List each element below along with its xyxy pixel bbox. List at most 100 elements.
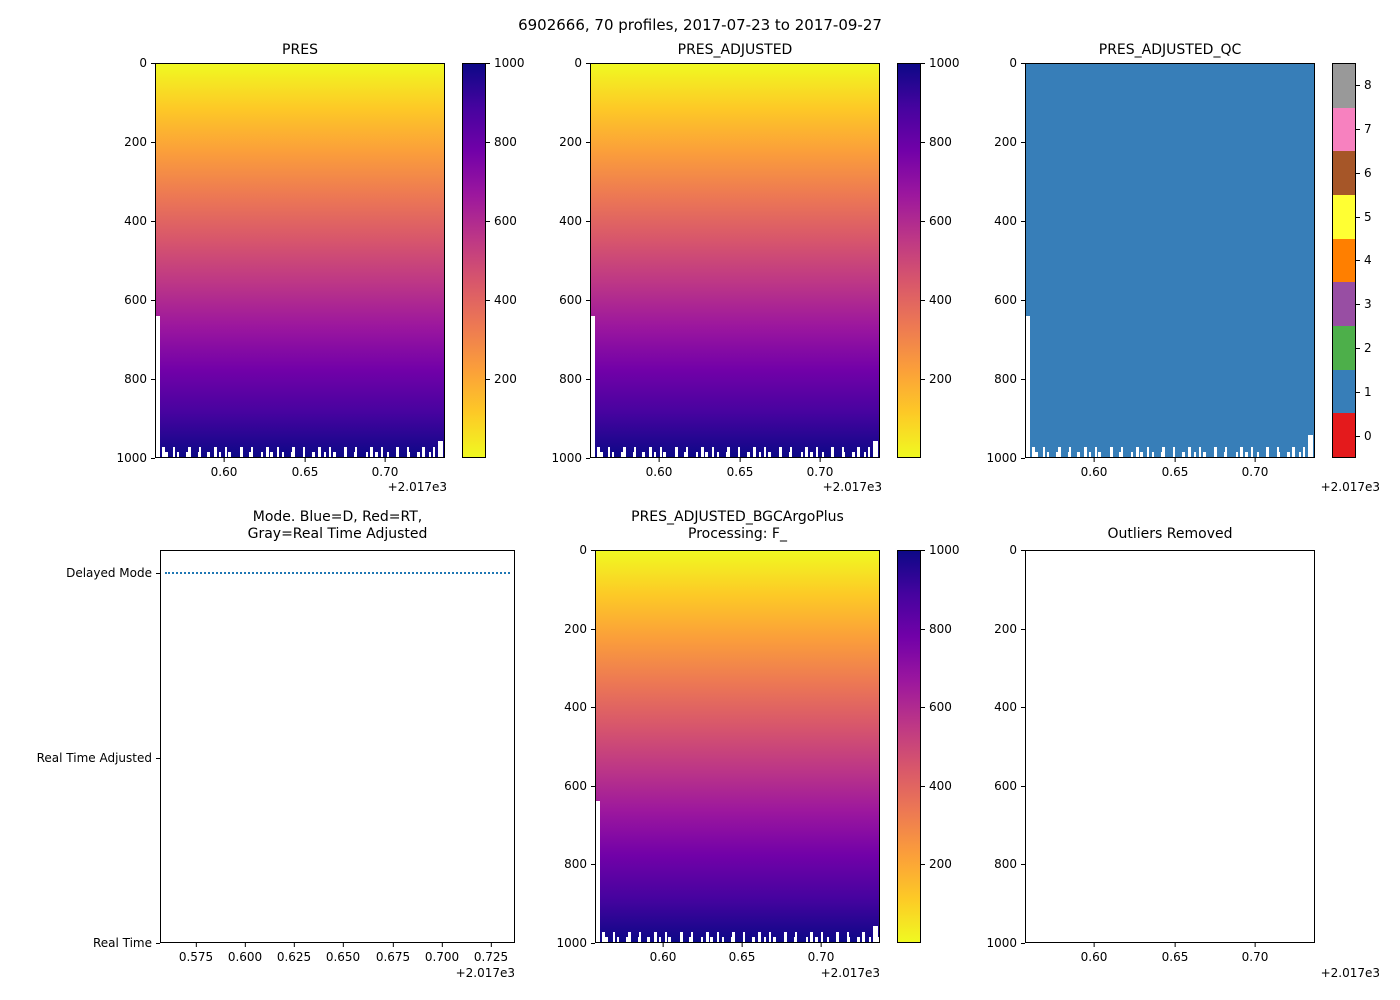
y-tick-label: 800	[95, 372, 155, 386]
no-data-notch-right	[873, 926, 878, 942]
no-data-gap-left	[596, 801, 600, 942]
qc-colorbar-segment	[1333, 107, 1355, 152]
colorbar-tick-label: 1000	[921, 56, 960, 70]
y-tick-label: 0	[530, 56, 590, 70]
x-tick-label: 0.675	[376, 943, 410, 964]
colorbar-tick-label: 600	[921, 214, 952, 228]
y-tick-label: 800	[965, 372, 1025, 386]
ragged-bottom-b	[1026, 452, 1314, 457]
y-tick-label: 200	[530, 135, 590, 149]
y-tick-label: 200	[535, 622, 595, 636]
colorbar-tick-label: 2	[1356, 341, 1372, 355]
no-data-notch-right	[873, 441, 878, 457]
x-tick-label: 0.60	[646, 458, 672, 479]
x-tick-label: 0.65	[727, 458, 753, 479]
figure-suptitle: 6902666, 70 profiles, 2017-07-23 to 2017…	[518, 16, 882, 34]
y-tick-label: 400	[530, 214, 590, 228]
y-tick-label: 1000	[965, 451, 1025, 465]
x-tick-label: 0.60	[650, 943, 676, 964]
plasma-heatmap	[591, 64, 879, 457]
y-tick-label: 0	[965, 543, 1025, 557]
qc-axes	[1025, 63, 1315, 458]
colorbar-tick-label: 600	[486, 214, 517, 228]
x-tick-label: 0.600	[228, 943, 262, 964]
y-tick-label: 400	[95, 214, 155, 228]
y-tick-label: 600	[965, 779, 1025, 793]
y-tick-label: Real Time Adjusted	[20, 751, 160, 765]
y-tick-label: 600	[530, 293, 590, 307]
pres-axes	[155, 63, 445, 458]
y-tick-label: 1000	[535, 936, 595, 950]
qc-title: PRES_ADJUSTED_QC	[1098, 42, 1242, 58]
qc-heatmap	[1026, 64, 1314, 457]
x-tick-label: 0.65	[1162, 458, 1188, 479]
x-tick-label: 0.65	[729, 943, 755, 964]
qc-colorbar-segment	[1333, 151, 1355, 196]
plasma-colorbar	[462, 63, 486, 458]
y-tick-label: 800	[965, 857, 1025, 871]
x-axis-offset: +2.017e3	[1320, 480, 1380, 494]
colorbar-tick-label: 8	[1356, 78, 1372, 92]
y-tick-label: 0	[965, 56, 1025, 70]
bgc-axes	[595, 550, 880, 943]
y-tick-label: 400	[965, 700, 1025, 714]
colorbar-tick-label: 200	[921, 372, 952, 386]
colorbar-tick-label: 800	[486, 135, 517, 149]
plasma-heatmap	[156, 64, 444, 457]
colorbar-tick-label: 600	[921, 700, 952, 714]
colorbar-tick-label: 1	[1356, 385, 1372, 399]
y-tick-label: 1000	[530, 451, 590, 465]
colorbar-tick-label: 200	[486, 372, 517, 386]
qc-colorbar-segment	[1333, 413, 1355, 458]
mode-line	[165, 572, 510, 574]
y-tick-label: 400	[535, 700, 595, 714]
y-tick-label: 600	[535, 779, 595, 793]
bgc-title-line1: PRES_ADJUSTED_BGCArgoPlus	[631, 509, 844, 525]
no-data-notch-right	[1308, 435, 1313, 457]
colorbar-tick-label: 200	[921, 857, 952, 871]
x-axis-offset: +2.017e3	[455, 966, 515, 980]
outliers-axes	[1025, 550, 1315, 943]
bgc-title-line2: Processing: F_	[688, 526, 787, 542]
mode-axes	[160, 550, 515, 943]
y-tick-label: 200	[95, 135, 155, 149]
no-data-notch-right	[438, 441, 443, 457]
x-axis-offset: +2.017e3	[1320, 966, 1380, 980]
y-tick-label: 800	[530, 372, 590, 386]
y-tick-label: Delayed Mode	[20, 566, 160, 580]
plasma-colorbar	[897, 63, 921, 458]
qc-colorbar-segment	[1333, 326, 1355, 370]
plasma-colorbar	[897, 550, 921, 943]
pres-adjusted-axes	[590, 63, 880, 458]
y-tick-label: 600	[965, 293, 1025, 307]
x-tick-label: 0.60	[211, 458, 237, 479]
qc-colorbar-segment	[1333, 238, 1355, 283]
x-tick-label: 0.70	[1242, 458, 1268, 479]
colorbar-tick-label: 400	[921, 779, 952, 793]
x-tick-label: 0.60	[1081, 458, 1107, 479]
plasma-heatmap	[596, 551, 879, 942]
ragged-bottom-b	[596, 937, 879, 942]
qc-colorbar-segment	[1333, 64, 1355, 108]
x-tick-label: 0.700	[425, 943, 459, 964]
pres-adjusted-title: PRES_ADJUSTED	[677, 42, 793, 58]
colorbar-tick-label: 3	[1356, 297, 1372, 311]
colorbar-tick-label: 0	[1356, 429, 1372, 443]
x-axis-offset: +2.017e3	[822, 480, 882, 494]
y-tick-label: 600	[95, 293, 155, 307]
y-tick-label: 200	[965, 622, 1025, 636]
no-data-gap-left	[1026, 315, 1030, 457]
colorbar-tick-label: 5	[1356, 210, 1372, 224]
x-tick-label: 0.65	[292, 458, 318, 479]
x-tick-label: 0.70	[807, 458, 833, 479]
colorbar-tick-label: 1000	[921, 543, 960, 557]
x-axis-offset: +2.017e3	[820, 966, 880, 980]
y-tick-label: 400	[965, 214, 1025, 228]
x-tick-label: 0.70	[1242, 943, 1268, 964]
ragged-bottom-b	[156, 452, 444, 457]
colorbar-tick-label: 6	[1356, 166, 1372, 180]
qc-colorbar	[1332, 63, 1356, 458]
colorbar-tick-label: 1000	[486, 56, 525, 70]
no-data-gap-left	[591, 315, 595, 457]
